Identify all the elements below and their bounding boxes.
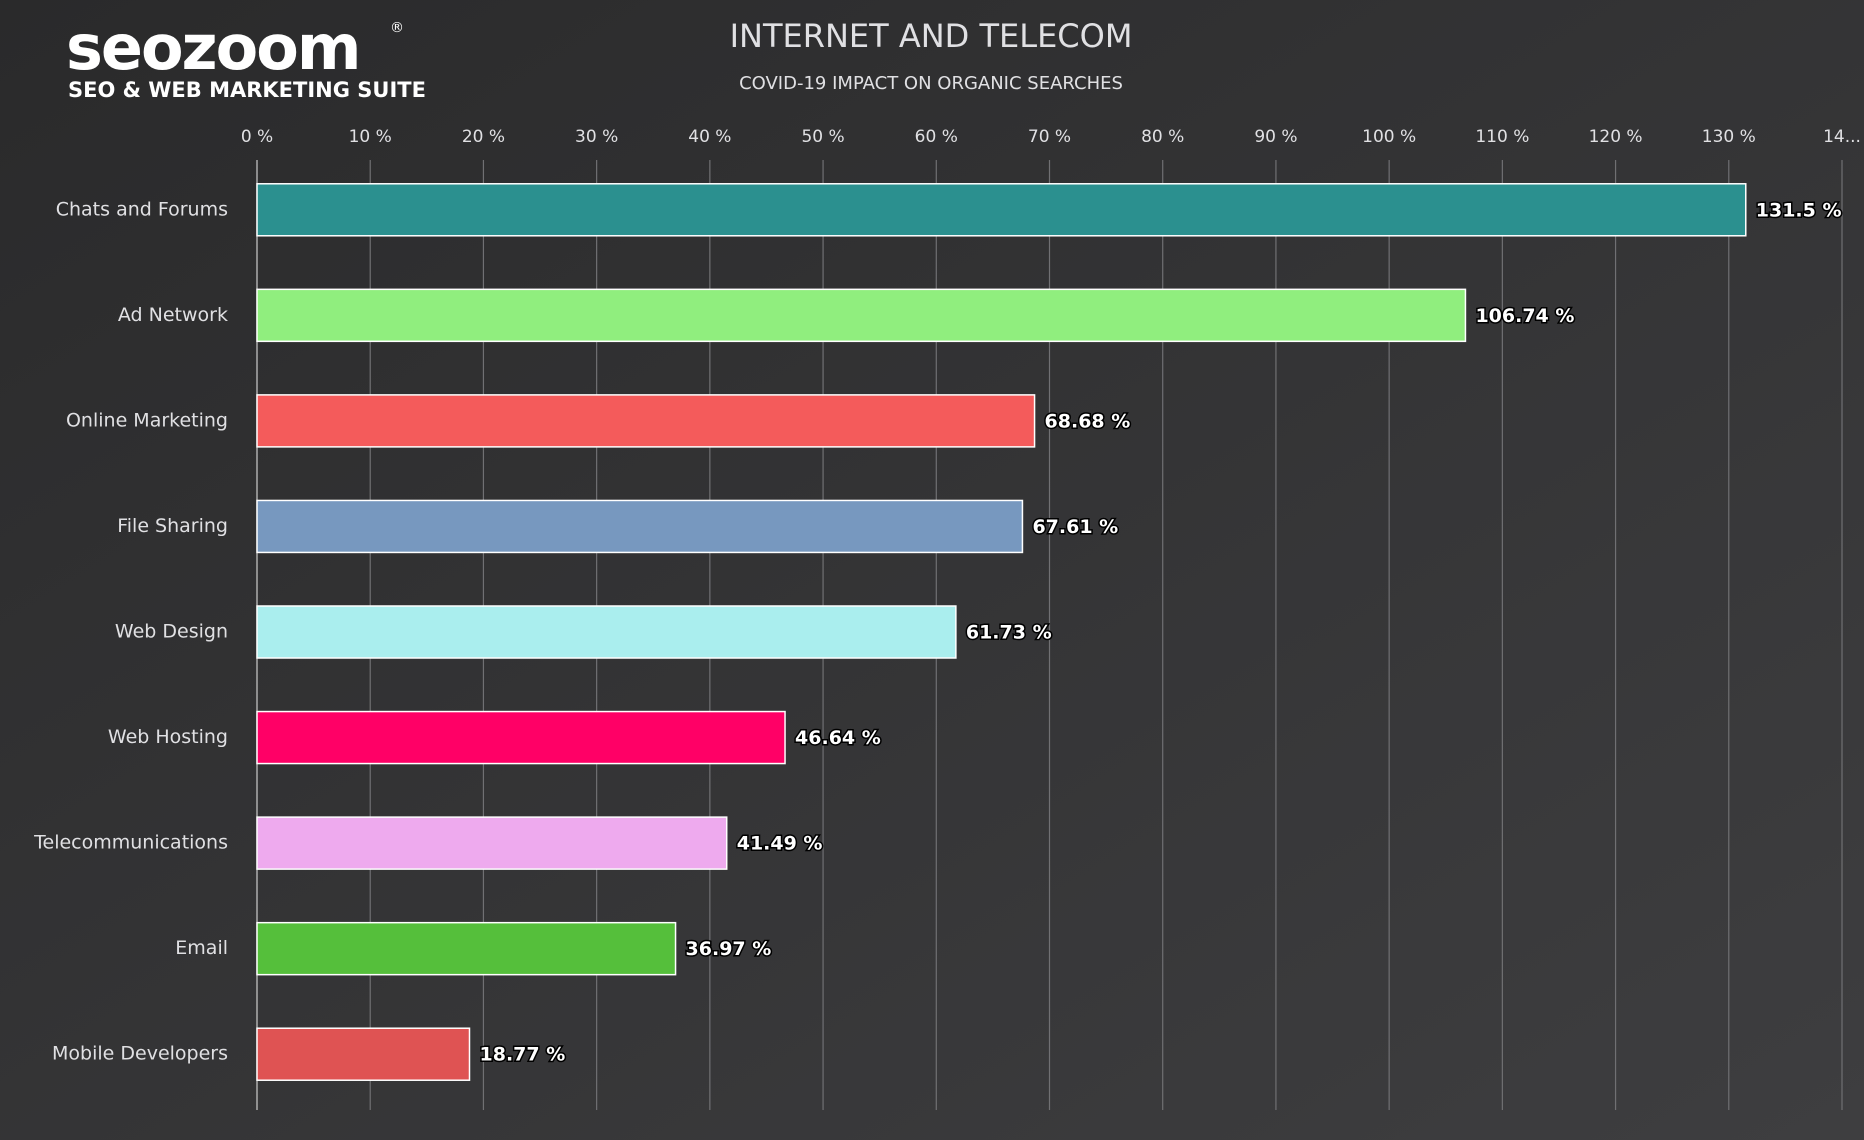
bar: [256, 921, 677, 976]
logo-tagline: SEO & WEB MARKETING SUITE: [68, 78, 426, 102]
bar: [256, 1027, 471, 1081]
value-label: 46.64 %: [795, 727, 881, 749]
x-tick-label: 80 %: [1141, 127, 1184, 147]
x-tick-label: 50 %: [801, 127, 844, 147]
value-label: 18.77 %: [480, 1044, 566, 1066]
y-tick-label: File Sharing: [117, 515, 228, 537]
x-tick-label: 70 %: [1028, 127, 1071, 147]
x-tick-label: 30 %: [575, 127, 618, 147]
y-tick-label: Online Marketing: [66, 409, 228, 431]
y-tick-label: Ad Network: [118, 304, 228, 326]
value-label: 61.73 %: [966, 622, 1052, 644]
bar: [256, 605, 957, 659]
value-label: 106.74 %: [1475, 305, 1574, 327]
x-tick-label: 90 %: [1254, 127, 1297, 147]
bar: [256, 288, 1467, 343]
bar: [256, 394, 1036, 448]
bar: [256, 816, 728, 870]
x-tick-label: 0 %: [241, 127, 273, 147]
bar: [256, 183, 1747, 237]
chart-subtitle: COVID-19 IMPACT ON ORGANIC SEARCHES: [739, 73, 1123, 94]
y-tick-label: Chats and Forums: [56, 198, 228, 220]
x-tick-label: 110 %: [1475, 127, 1529, 147]
y-tick-label: Mobile Developers: [52, 1043, 228, 1065]
x-tick-label: 40 %: [688, 127, 731, 147]
logo-name: seozoom: [66, 11, 359, 84]
y-tick-label: Web Hosting: [108, 726, 228, 748]
bar: [256, 710, 786, 765]
value-label: 36.97 %: [686, 938, 772, 960]
bar: [256, 499, 1024, 554]
logo-mark: ®: [390, 20, 404, 36]
x-tick-label: 14...: [1823, 127, 1861, 147]
value-label: 41.49 %: [737, 833, 823, 855]
x-tick-label: 100 %: [1362, 127, 1416, 147]
x-tick-label: 10 %: [349, 127, 392, 147]
x-tick-label: 120 %: [1589, 127, 1643, 147]
y-tick-label: Web Design: [115, 621, 228, 643]
value-label: 67.61 %: [1032, 516, 1118, 538]
x-tick-label: 60 %: [915, 127, 958, 147]
y-tick-label: Telecommunications: [33, 832, 228, 854]
value-label: 131.5 %: [1756, 199, 1842, 221]
x-tick-label: 130 %: [1702, 127, 1756, 147]
value-label: 68.68 %: [1045, 410, 1131, 432]
x-tick-label: 20 %: [462, 127, 505, 147]
chart-title: INTERNET AND TELECOM: [730, 17, 1133, 55]
y-tick-label: Email: [175, 937, 228, 959]
